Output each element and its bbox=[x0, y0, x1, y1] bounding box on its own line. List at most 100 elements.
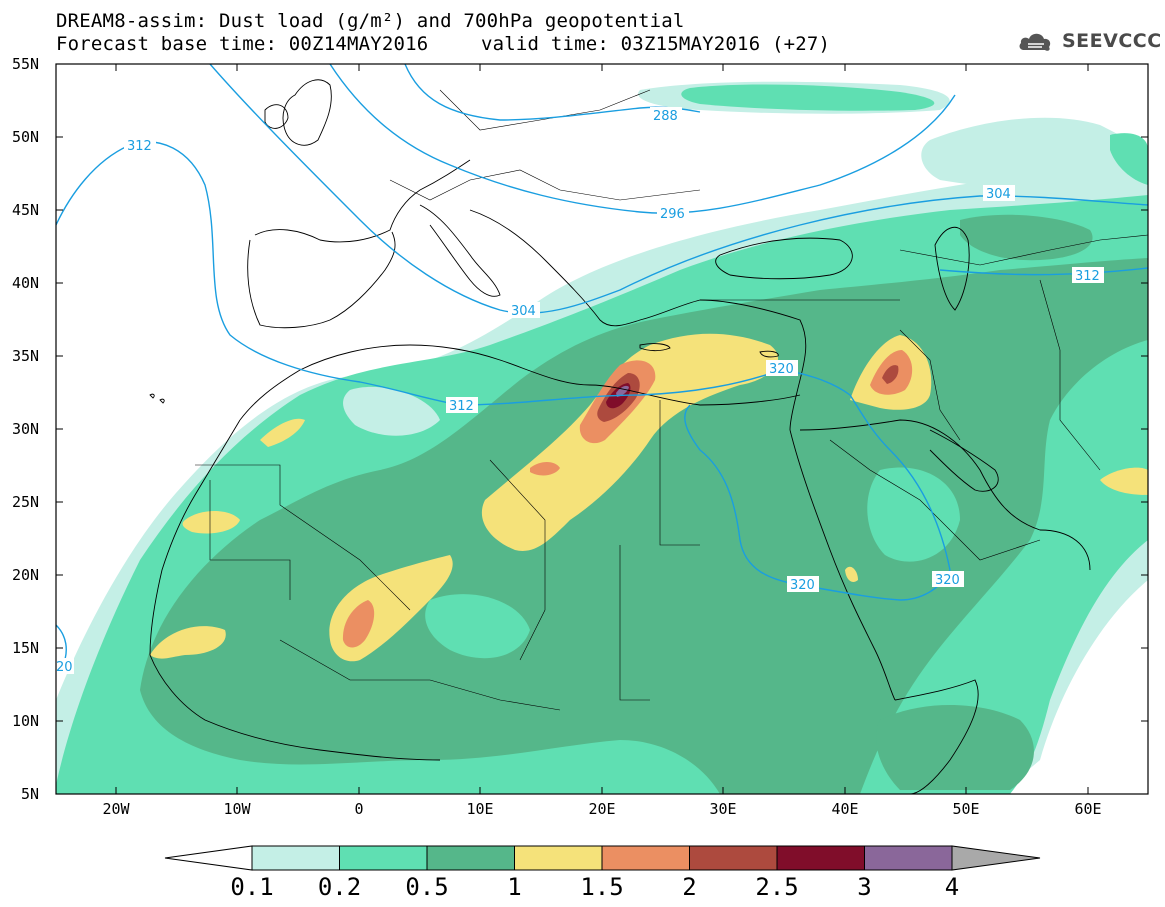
axis-ticks bbox=[56, 63, 1148, 794]
contour-label-312-b: 312 bbox=[1075, 269, 1100, 284]
dust-band-1-mali bbox=[150, 626, 226, 659]
colorbar: 0.1 0.2 0.5 1 1.5 2 2.5 3 4 bbox=[164, 845, 1041, 901]
lon-label: 50E bbox=[952, 800, 979, 818]
contour-label-288: 288 bbox=[653, 109, 678, 124]
lat-label: 30N bbox=[12, 420, 39, 438]
lat-label: 10N bbox=[12, 712, 39, 730]
lon-label: 40E bbox=[831, 800, 858, 818]
coast-persian-gulf bbox=[929, 429, 999, 492]
lat-label: 20N bbox=[12, 566, 39, 584]
colorbar-swatch bbox=[251, 845, 340, 871]
dust-band-1-5-chad bbox=[530, 462, 560, 476]
colorbar-label: 4 bbox=[945, 873, 959, 901]
contour-label-296: 296 bbox=[660, 207, 685, 222]
border-mauritania bbox=[209, 480, 291, 600]
border-iran-afghan bbox=[1039, 279, 1101, 471]
lon-label: 30E bbox=[709, 800, 736, 818]
contour-label-bg bbox=[657, 205, 689, 221]
colorbar-swatch bbox=[864, 845, 953, 871]
contour-label-bg bbox=[983, 185, 1015, 201]
coast-west-africa bbox=[149, 419, 441, 761]
contour-label-320-c: 320 bbox=[935, 573, 960, 588]
colorbar-label: 0.5 bbox=[405, 873, 448, 901]
coast-iberia bbox=[247, 231, 396, 329]
contour-label-bg bbox=[932, 571, 964, 587]
contour-label-20: 20 bbox=[56, 660, 73, 675]
lat-label: 40N bbox=[12, 274, 39, 292]
border-iraq-iran bbox=[899, 329, 961, 441]
contour-label-312-c: 312 bbox=[449, 399, 474, 414]
coast-cyprus-crete bbox=[639, 343, 779, 358]
lon-label: 60E bbox=[1074, 800, 1101, 818]
colorbar-swatch bbox=[776, 845, 865, 871]
colorbar-low-arrow bbox=[164, 845, 253, 871]
latitude-labels: 55N 50N 45N 40N 35N 30N 25N 20N 15N 10N … bbox=[12, 55, 39, 803]
contour-label-320-a: 320 bbox=[769, 362, 794, 377]
seevccc-logo bbox=[1019, 33, 1051, 51]
longitude-labels: 20W 10W 0 10E 20E 30E 40E 50E 60E bbox=[102, 800, 1101, 818]
lat-label: 35N bbox=[12, 347, 39, 365]
colorbar-swatch bbox=[339, 845, 428, 871]
forecast-base-time: Forecast base time: 00Z14MAY2016 bbox=[56, 33, 429, 55]
dust-band-1-gulf bbox=[1100, 467, 1148, 495]
border-kazakh bbox=[899, 234, 1148, 266]
border-saudi bbox=[829, 439, 1041, 561]
colorbar-label: 1.5 bbox=[580, 873, 623, 901]
colorbar-label: 2 bbox=[682, 873, 696, 901]
coast-horn-africa bbox=[894, 679, 979, 794]
dust-band-0-1-ne bbox=[921, 117, 1148, 200]
contour-label-304-b: 304 bbox=[986, 187, 1011, 202]
lat-label: 15N bbox=[12, 639, 39, 657]
contour-320 bbox=[684, 369, 951, 601]
contour-312-west bbox=[56, 141, 461, 406]
lat-label: 50N bbox=[12, 128, 39, 146]
border-europe-inner bbox=[389, 169, 701, 201]
coast-ireland bbox=[264, 104, 289, 129]
colorbar-label: 3 bbox=[857, 873, 871, 901]
coast-balkans-greece bbox=[469, 209, 701, 327]
lat-label: 25N bbox=[12, 493, 39, 511]
country-borders bbox=[195, 89, 1148, 711]
border-sudan-chad bbox=[619, 545, 650, 701]
coast-madagascar-canary bbox=[149, 393, 165, 404]
dust-band-0-5-se bbox=[876, 705, 1034, 790]
contour-296 bbox=[329, 64, 956, 214]
contour-312-east bbox=[939, 267, 1148, 276]
dust-spot-arabia bbox=[867, 467, 960, 562]
contour-304-europe bbox=[209, 64, 1148, 314]
dust-band-3 bbox=[616, 385, 629, 397]
contour-label-bg bbox=[56, 658, 74, 674]
lat-label: 5N bbox=[21, 785, 39, 803]
colorbar-label: 0.2 bbox=[318, 873, 361, 901]
lat-label: 45N bbox=[12, 201, 39, 219]
coastlines bbox=[149, 79, 1091, 794]
coast-britain bbox=[282, 79, 332, 146]
geopotential-contours bbox=[56, 64, 1148, 669]
coast-red-sea bbox=[789, 429, 896, 701]
lon-label: 20E bbox=[588, 800, 615, 818]
lon-label: 0 bbox=[354, 800, 363, 818]
coast-caspian bbox=[934, 227, 970, 311]
dust-spot-sahel bbox=[425, 594, 530, 659]
colorbar-swatch bbox=[426, 845, 515, 871]
dust-band-2-iraq bbox=[882, 365, 899, 384]
lon-label: 20W bbox=[102, 800, 130, 818]
coast-east-med-levant bbox=[699, 299, 807, 431]
contour-label-304-a: 304 bbox=[511, 304, 536, 319]
contour-label-320-b: 320 bbox=[790, 578, 815, 593]
dust-field bbox=[56, 81, 1148, 794]
contour-label-bg bbox=[124, 137, 156, 153]
dust-band-1-arabia bbox=[845, 566, 858, 582]
colorbar-label: 0.1 bbox=[230, 873, 273, 901]
coast-italy bbox=[419, 204, 501, 297]
coast-black-sea bbox=[715, 237, 853, 280]
dust-band-1-morocco bbox=[260, 418, 305, 447]
contour-label-bg bbox=[1072, 267, 1104, 283]
colorbar-label: 2.5 bbox=[755, 873, 798, 901]
logo-text: SEEVCCC bbox=[1062, 30, 1162, 52]
dust-band-0-2-north bbox=[681, 84, 935, 111]
coast-europe-west bbox=[254, 159, 471, 243]
cloud-icon bbox=[1019, 33, 1051, 51]
border-niger-chad bbox=[489, 459, 546, 661]
